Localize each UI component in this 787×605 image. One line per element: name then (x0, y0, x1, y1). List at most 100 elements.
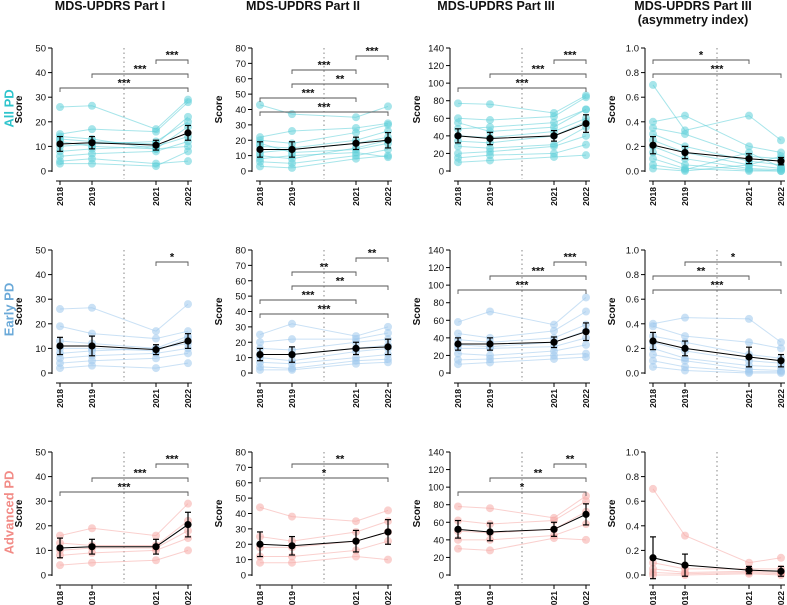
y-tick-label: 0.4 (626, 521, 639, 532)
significance-bracket (457, 289, 587, 294)
subject-line (652, 366, 781, 374)
panel-early-p1: 0 10 20 30 40 50 Score 2018 2019 2021 2022 * (14, 246, 193, 408)
subject-line (259, 323, 389, 337)
significance-bracket (259, 313, 389, 318)
y-tick-label: 80 (235, 44, 246, 55)
significance-label: * (170, 252, 175, 264)
subject-line (59, 362, 189, 369)
y-tick-label: 10 (235, 555, 246, 566)
subject-point (681, 531, 689, 540)
subject-point (649, 123, 657, 132)
y-tick-label: 60 (235, 276, 246, 287)
subject-line (652, 158, 781, 172)
subject-point (88, 361, 96, 370)
y-tick-label: 60 (235, 478, 246, 489)
y-tick-label: 0.8 (626, 270, 639, 281)
mean-point (649, 554, 657, 562)
column-title-line: MDS-UPDRS Part III (634, 0, 752, 13)
subject-point (184, 157, 192, 166)
y-tick-label: 0.4 (626, 117, 639, 128)
significance-bracket (291, 285, 389, 290)
subject-point (454, 329, 462, 338)
subject-line (59, 158, 189, 165)
x-tick-label: 2019 (87, 591, 97, 605)
subject-point (184, 499, 192, 508)
y-tick-label: 1.0 (626, 246, 639, 257)
subject-line (457, 311, 587, 339)
significance-bracket (355, 257, 389, 262)
subject-point (184, 359, 192, 368)
subject-line (259, 155, 389, 169)
y-tick-label: 1.0 (626, 448, 639, 459)
significance-bracket (652, 289, 782, 294)
panel-all-p3: 0 20 40 60 80 100 120 140 Score 2018 2019 2021 2022 *… (412, 44, 591, 206)
mean-point (649, 141, 657, 149)
x-tick-label: 2022 (383, 187, 393, 206)
significance-bracket (652, 275, 750, 280)
y-tick-label: 50 (235, 494, 246, 505)
mean-point (681, 344, 689, 352)
significance-bracket (553, 59, 587, 64)
y-tick-label: 100 (428, 483, 444, 494)
significance-label: * (699, 50, 704, 62)
subject-point (649, 80, 657, 89)
x-tick-label: 2018 (648, 591, 658, 605)
significance-label: *** (318, 304, 332, 316)
y-tick-label: 0.0 (626, 571, 639, 582)
significance-label: * (520, 482, 525, 494)
mean-point (384, 343, 392, 351)
subject-point (352, 154, 360, 163)
significance-label: ** (336, 74, 345, 86)
y-tick-label: 80 (433, 96, 444, 107)
x-tick-label: 2018 (453, 591, 463, 605)
y-tick-label: 20 (433, 149, 444, 160)
subject-point (745, 160, 753, 169)
mean-point (56, 342, 64, 350)
subject-line (652, 317, 782, 343)
mean-line (457, 123, 587, 139)
x-tick-label: 2022 (776, 187, 786, 206)
mean-point (681, 561, 689, 569)
x-tick-label: 2022 (183, 591, 193, 605)
subject-point (649, 154, 657, 163)
x-tick-label: 2019 (87, 187, 97, 206)
subject-point (352, 359, 360, 368)
subject-point (550, 354, 558, 363)
significance-bracket (155, 463, 189, 468)
subject-line (652, 568, 782, 574)
y-tick-label: 50 (35, 44, 46, 55)
subject-line (60, 150, 189, 167)
y-tick-label: 1.0 (626, 44, 639, 55)
subject-point (352, 517, 360, 526)
column-title-part-3: MDS-UPDRS Part III (406, 0, 586, 13)
mean-point (88, 543, 96, 551)
y-tick-label: 0 (241, 369, 246, 380)
subject-point (582, 151, 590, 160)
y-tick-label: 120 (428, 263, 444, 274)
x-tick-label: 2018 (648, 389, 658, 408)
y-tick-label: 0 (41, 369, 46, 380)
subject-line (259, 354, 389, 365)
y-tick-label: 0.0 (626, 167, 639, 178)
y-tick-label: 0 (439, 369, 444, 380)
significance-bracket (259, 97, 357, 102)
subject-line (652, 572, 782, 575)
significance-bracket (259, 477, 389, 482)
y-tick-label: 70 (235, 463, 246, 474)
significance-label: *** (516, 78, 530, 90)
subject-point (256, 330, 264, 339)
subject-point (152, 354, 160, 363)
y-tick-label: 80 (433, 298, 444, 309)
x-tick-label: 2021 (151, 591, 161, 605)
y-tick-label: 50 (35, 246, 46, 257)
y-tick-label: 0.6 (626, 93, 639, 104)
y-axis-title: Score (412, 499, 423, 527)
significance-bracket (91, 477, 189, 482)
subject-point (184, 546, 192, 555)
significance-label: *** (516, 280, 530, 292)
significance-label: * (322, 468, 327, 480)
subject-point (56, 157, 64, 166)
subject-point (777, 338, 785, 347)
